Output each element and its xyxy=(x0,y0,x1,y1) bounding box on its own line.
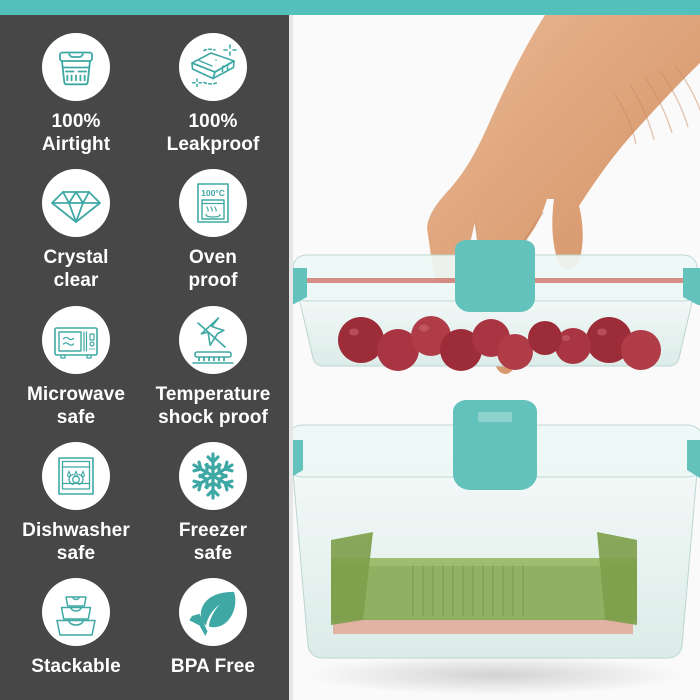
svg-text:100°C: 100°C xyxy=(201,188,225,198)
